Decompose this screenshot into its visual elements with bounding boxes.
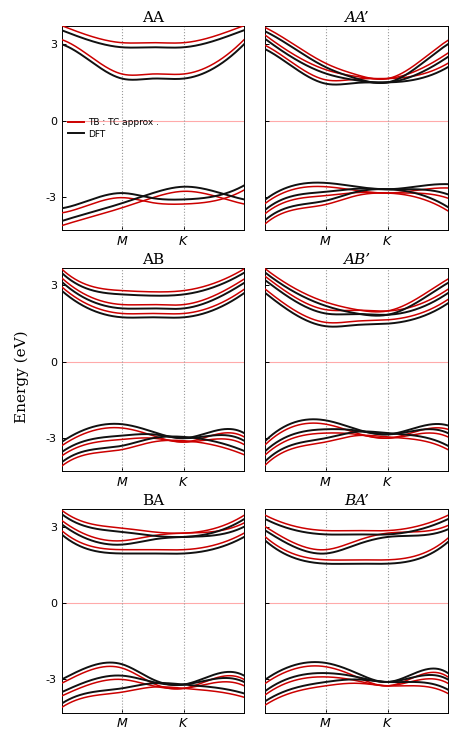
Title: AA: AA: [142, 11, 164, 25]
Legend: TB : TC approx ., DFT: TB : TC approx ., DFT: [66, 116, 161, 140]
Title: BA’: BA’: [344, 494, 369, 507]
Title: AA’: AA’: [345, 11, 369, 25]
Title: BA: BA: [142, 494, 164, 507]
Text: Energy (eV): Energy (eV): [14, 331, 28, 423]
Title: AB’: AB’: [343, 253, 370, 266]
Title: AB: AB: [142, 253, 164, 266]
